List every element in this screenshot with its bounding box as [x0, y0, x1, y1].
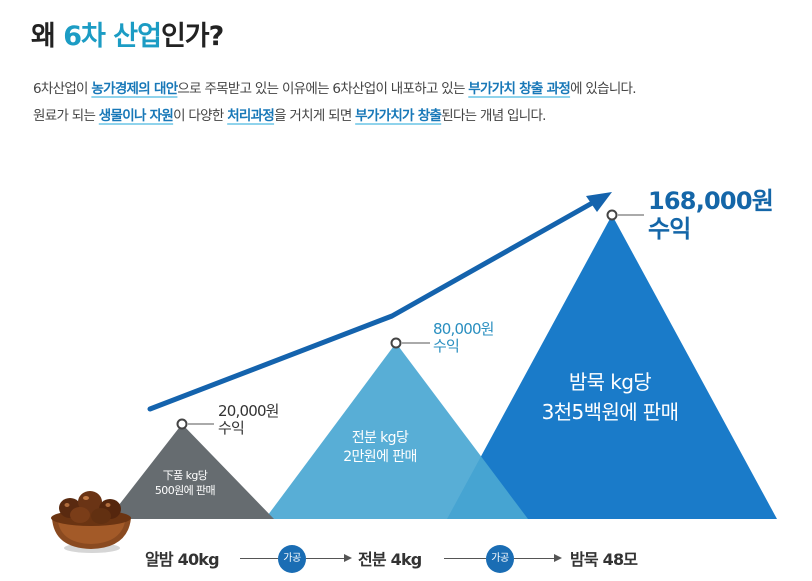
flow-step-1: 알밤 40kg [145, 550, 220, 569]
stage-2-label: 전분 kg당 2만원에 판매 [300, 429, 460, 467]
page-title: 왜 6차 산업인가? [31, 14, 224, 53]
flow-arrow-head-2 [554, 554, 562, 562]
stage-1-profit: 20,000원 수익 [218, 402, 279, 438]
stage-2-profit-amount: 80,000원 [433, 320, 494, 338]
description-text: 6차산업이 [33, 81, 92, 97]
highlight-term: 생물이나 자원 [98, 108, 174, 124]
highlight-term: 부가가치가 창출 [355, 108, 442, 124]
flow-step-3: 밤묵 48모 [570, 550, 638, 569]
title-accent: 6차 산업 [63, 21, 162, 52]
title-prefix: 왜 [31, 21, 64, 52]
flow-line-1b [306, 558, 344, 559]
triangle-medium [265, 343, 528, 519]
description-text: 으로 주목받고 있는 이유에는 6차산업이 내포하고 있는 [177, 81, 469, 97]
stage-2-profit-label: 수익 [433, 337, 460, 356]
description-line-2: 원료가 되는 생물이나 자원이 다양한 처리과정을 거치게 되면 부가가치가 창… [33, 103, 808, 130]
flow-line-1a [240, 558, 278, 559]
triangle-small [108, 424, 274, 519]
flow-arrow-head-1 [344, 554, 352, 562]
stage-1-profit-label: 수익 [218, 419, 245, 438]
stage-1-line1: 下품 kg당 [162, 469, 208, 482]
process-badge-2: 가공 [486, 545, 514, 573]
process-badge-1: 가공 [278, 545, 306, 573]
description-text: 을 거치게 되면 [274, 108, 356, 124]
flow-step-2: 전분 4kg [358, 550, 422, 569]
stage-3-line2: 3천5백원에 판매 [541, 400, 679, 424]
marker-large [606, 209, 618, 221]
stage-3-line1: 밤묵 kg당 [568, 370, 652, 394]
trend-arrow-head [586, 192, 612, 212]
triangle-large [447, 215, 777, 519]
highlight-term: 농가경제의 대안 [91, 81, 178, 97]
highlight-term: 처리과정 [227, 108, 275, 124]
description: 6차산업이 농가경제의 대안으로 주목받고 있는 이유에는 6차산업이 내포하고… [33, 76, 808, 130]
stage-3-label: 밤묵 kg당 3천5백원에 판매 [500, 367, 720, 427]
stage-2-line2: 2만원에 판매 [343, 448, 417, 465]
description-text: 된다는 개념 입니다. [441, 108, 546, 124]
stage-1-profit-amount: 20,000원 [218, 402, 279, 420]
stage-3-profit-amount: 168,000원 [648, 187, 774, 215]
stage-1-line2: 500원에 판매 [154, 483, 216, 497]
description-text: 원료가 되는 [33, 108, 99, 124]
stage-2-line1: 전분 kg당 [351, 430, 409, 446]
stage-2-profit: 80,000원 수익 [433, 320, 494, 356]
title-suffix: 인가? [160, 21, 224, 52]
stage-1-label: 下품 kg당 500원에 판매 [120, 469, 250, 499]
marker-small [176, 418, 188, 430]
chestnut-bowl-icon [51, 491, 131, 553]
trend-arrow-icon [147, 199, 597, 412]
marker-medium [390, 337, 402, 349]
stage-3-profit-label: 수익 [648, 214, 691, 243]
description-line-1: 6차산업이 농가경제의 대안으로 주목받고 있는 이유에는 6차산업이 내포하고… [33, 76, 808, 103]
highlight-term: 부가가치 창출 과정 [468, 81, 571, 97]
description-text: 에 있습니다. [570, 81, 636, 97]
stage-3-profit: 168,000원 수익 [648, 187, 774, 243]
flow-line-2b [514, 558, 554, 559]
flow-line-2a [444, 558, 486, 559]
description-text: 이 다양한 [173, 108, 228, 124]
